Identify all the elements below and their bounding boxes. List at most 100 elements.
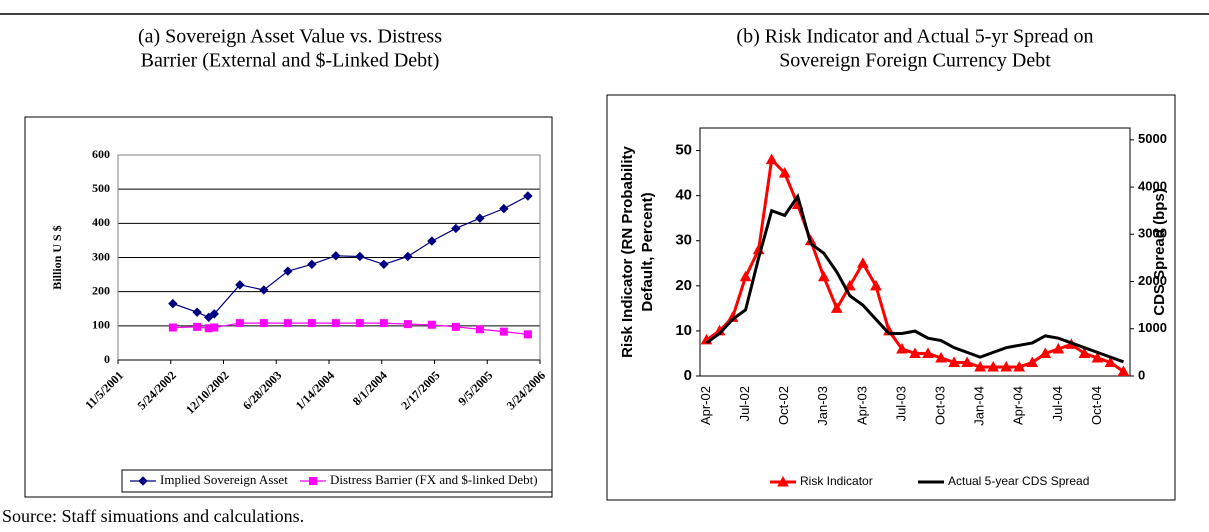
marker [1013, 360, 1026, 372]
x-tick-label: 1/14/2004 [293, 368, 337, 412]
marker [331, 251, 341, 261]
marker [830, 302, 843, 313]
x-tick-label: Oct-03 [932, 386, 947, 425]
marker [427, 320, 436, 329]
marker [379, 259, 389, 270]
x-tick-label: 6/28/2003 [240, 368, 284, 412]
marker [1078, 347, 1091, 358]
chart-frame [606, 94, 1176, 501]
marker [283, 266, 293, 276]
y2-tick-label: 5000 [1138, 131, 1167, 146]
marker [935, 351, 947, 363]
y2-tick-label: 0 [1138, 367, 1145, 382]
y-tick-label: 20 [675, 277, 692, 294]
marker [403, 320, 412, 329]
marker [403, 251, 413, 262]
marker [1026, 356, 1039, 367]
marker [192, 307, 202, 317]
y-tick-label: 500 [92, 181, 110, 195]
marker [168, 323, 177, 332]
y-tick-label: 10 [675, 322, 692, 339]
chart-title: Sovereign Foreign Currency Debt [779, 50, 1051, 72]
marker [843, 279, 856, 291]
marker [765, 153, 778, 165]
chart-title: Barrier (External and $-Linked Debt) [141, 50, 440, 72]
y-tick-label: 400 [92, 215, 110, 229]
marker [235, 280, 245, 290]
legend-label: Distress Barrier (FX and $-linked Debt) [330, 472, 538, 487]
x-tick-label: Jul-03 [893, 386, 908, 421]
marker [210, 323, 219, 332]
marker [1091, 351, 1104, 363]
marker [961, 356, 973, 367]
y-axis-title: Default, Percent) [639, 192, 656, 311]
y-tick-label: 40 [675, 187, 692, 204]
x-tick-label: Apr-03 [854, 386, 869, 425]
marker [309, 477, 317, 485]
series-line [172, 195, 529, 318]
marker [204, 312, 214, 322]
marker [235, 319, 244, 328]
marker [739, 270, 752, 282]
marker [922, 347, 934, 358]
marker [857, 257, 869, 268]
marker [475, 325, 484, 334]
y-tick-label: 600 [92, 147, 110, 161]
x-tick-label: Jul-04 [1050, 386, 1065, 421]
marker [523, 191, 533, 201]
legend-label: Actual 5-year CDS Spread [948, 474, 1089, 488]
y2-tick-label: 1000 [1138, 320, 1167, 335]
marker [451, 223, 461, 234]
x-tick-label: 11/5/2001 [82, 368, 126, 412]
marker [1000, 360, 1013, 372]
y-tick-label: 0 [104, 352, 110, 366]
marker [283, 319, 292, 328]
x-tick-label: Jul-02 [737, 386, 752, 421]
marker [948, 356, 960, 367]
marker [307, 319, 316, 328]
marker [523, 330, 532, 339]
marker [974, 360, 987, 372]
chart-frame [24, 116, 553, 498]
x-tick-label: Apr-04 [1011, 386, 1026, 425]
y-tick-label: 100 [92, 318, 110, 332]
legend-label: Risk Indicator [800, 474, 873, 488]
x-tick-label: 12/10/2002 [183, 368, 232, 417]
y2-tick-label: 4000 [1138, 178, 1167, 193]
marker [777, 475, 789, 487]
y2-tick-label: 2000 [1138, 273, 1167, 288]
x-tick-label: 5/24/2002 [135, 368, 179, 412]
marker [307, 259, 317, 270]
plot-area [699, 127, 1131, 377]
marker [475, 213, 485, 223]
marker [168, 298, 178, 309]
chart-title: (a) Sovereign Asset Value vs. Distress [138, 26, 442, 48]
x-tick-label: Oct-04 [1089, 386, 1104, 425]
marker [499, 327, 508, 336]
marker [1117, 365, 1130, 376]
y-tick-label: 30 [675, 232, 692, 249]
marker [209, 309, 219, 319]
marker [427, 236, 437, 246]
y-tick-label: 0 [684, 367, 692, 384]
legend-label: Implied Sovereign Asset [160, 472, 288, 487]
y2-tick-label: 3000 [1138, 226, 1167, 241]
marker [331, 319, 340, 328]
marker [778, 167, 791, 178]
series-line [172, 322, 528, 335]
marker [987, 360, 1000, 372]
y2-axis-title: CDS Spread (bps) [1151, 188, 1168, 316]
x-tick-label: Jan-03 [815, 386, 830, 426]
marker [909, 347, 921, 358]
legend-box [121, 469, 553, 493]
y-tick-label: 300 [92, 249, 110, 263]
marker [193, 322, 202, 331]
marker [355, 319, 364, 328]
x-tick-label: Oct-02 [776, 386, 791, 425]
y-axis-title: Billion U S $ [50, 225, 64, 289]
x-tick-label: 2/17/2005 [398, 368, 442, 412]
marker [1039, 347, 1052, 358]
x-tick-label: 8/1/2004 [350, 368, 390, 408]
source-note: Source: Staff simuations and calculation… [2, 506, 304, 526]
